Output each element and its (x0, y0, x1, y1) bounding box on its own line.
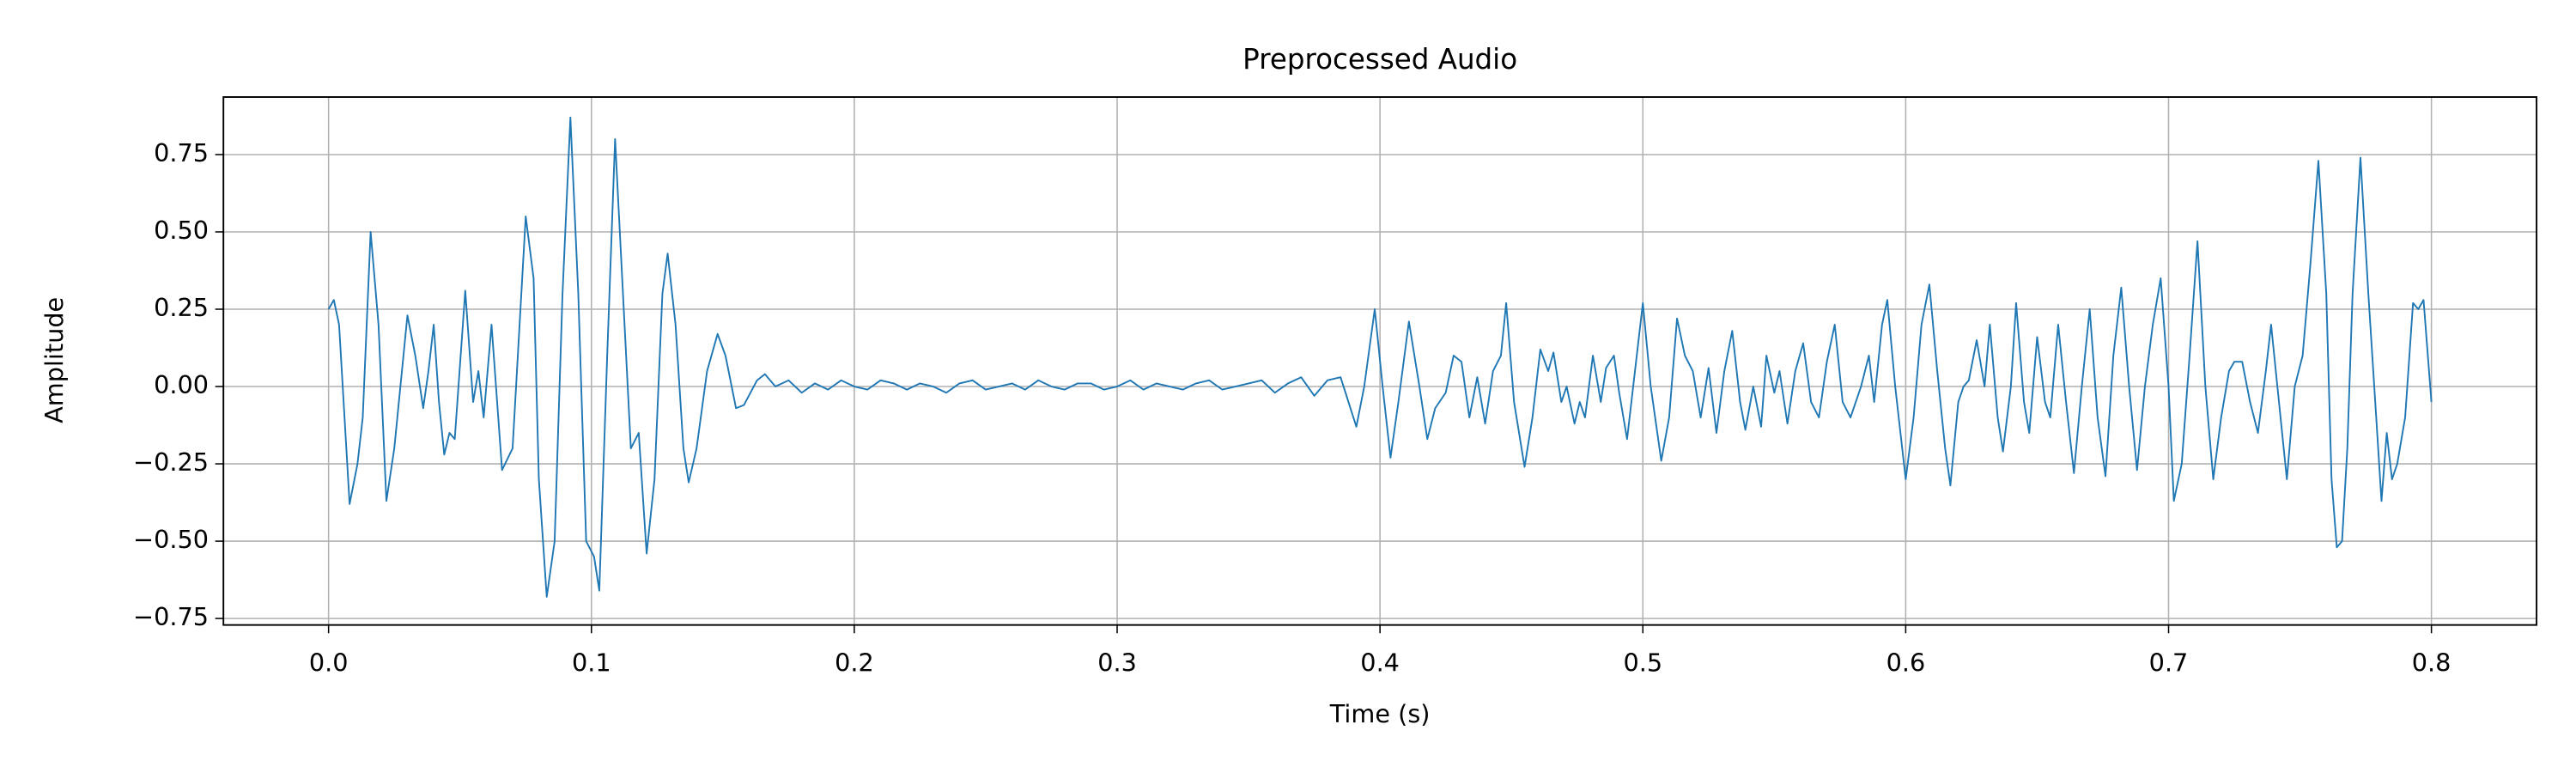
y-tick-label: −0.25 (133, 447, 209, 477)
y-tick-label: −0.75 (133, 602, 209, 631)
plot-area (327, 116, 2433, 598)
x-tick-label: 0.2 (835, 648, 874, 678)
ticks: 0.0 0.1 0.2 0.3 0.4 0.5 0.6 0.7 0.8 −0.75 −0.50 −0.… (133, 138, 2451, 678)
y-tick-label: 0.50 (154, 216, 209, 245)
x-tick-label: 0.5 (1623, 648, 1662, 678)
y-tick-label: 0.00 (154, 370, 209, 399)
x-tick-label: 0.6 (1886, 648, 1926, 678)
y-tick-label: 0.25 (154, 293, 209, 322)
x-axis-label: Time (s) (1329, 699, 1431, 728)
x-tick-label: 0.0 (309, 648, 349, 678)
y-tick-label: 0.75 (154, 138, 209, 167)
x-tick-label: 0.8 (2412, 648, 2451, 678)
x-tick-label: 0.7 (2149, 648, 2189, 678)
x-tick-label: 0.1 (572, 648, 611, 678)
waveform-line (327, 116, 2433, 598)
x-tick-label: 0.4 (1360, 648, 1400, 678)
x-tick-label: 0.3 (1097, 648, 1137, 678)
chart-title: Preprocessed Audio (1242, 43, 1517, 76)
y-axis-label: Amplitude (39, 297, 69, 423)
y-tick-label: −0.50 (133, 525, 209, 554)
